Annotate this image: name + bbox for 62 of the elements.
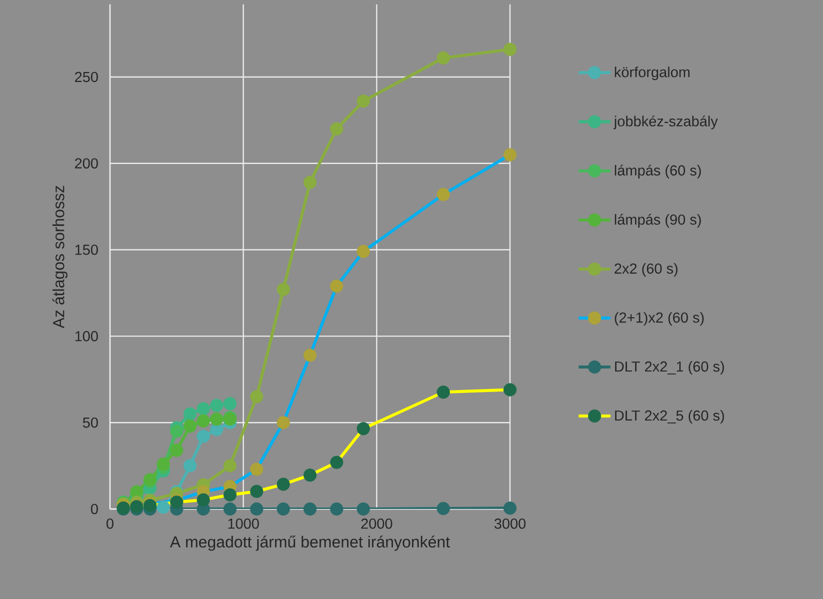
legend-label: körforgalom (614, 66, 690, 80)
y-tick-label: 250 (75, 72, 98, 82)
x-tick-label: 3000 (494, 518, 526, 529)
point (503, 502, 517, 515)
point (170, 444, 184, 457)
y-tick-label: 100 (75, 331, 98, 342)
point (250, 390, 264, 404)
point (303, 502, 317, 516)
point (303, 348, 317, 362)
legend-label: DLT 2x2_1 (60 s) (615, 361, 724, 375)
legend-label: lámpás (60 s) (614, 164, 701, 178)
legend-label: jobbkéz-szabály (614, 116, 718, 130)
x-tick-label: 1000 (228, 518, 259, 529)
point (156, 458, 170, 471)
point (503, 42, 517, 56)
point (196, 493, 210, 506)
point (250, 484, 264, 498)
point (436, 51, 450, 65)
point (276, 282, 290, 296)
point (183, 407, 197, 421)
point (250, 502, 264, 516)
point (156, 500, 170, 514)
point (330, 122, 344, 136)
point (436, 188, 450, 202)
point (356, 94, 370, 108)
point (223, 459, 237, 472)
x-tick-label: 0 (106, 518, 114, 529)
point (223, 397, 237, 410)
point (303, 468, 317, 482)
y-tick-label: 0 (90, 504, 98, 514)
legend-label: lámpás (90 s) (614, 214, 701, 228)
point (330, 502, 344, 516)
point (436, 386, 450, 399)
x-axis-title: A megadott jármű bemenet irányonként (170, 536, 450, 551)
point (183, 459, 197, 472)
legend-label: (2+1)x2 (60 s) (614, 312, 704, 326)
point (223, 502, 237, 516)
legend-label: 2x2 (60 s) (614, 263, 678, 277)
point (210, 398, 224, 412)
point (330, 456, 344, 469)
legend-label: DLT 2x2_5 (60 s) (615, 410, 724, 424)
point (303, 176, 317, 189)
point (196, 430, 210, 443)
y-tick-label: 200 (75, 158, 98, 169)
point (503, 148, 517, 162)
point (356, 244, 370, 258)
point (503, 383, 517, 396)
y-tick-label: 150 (75, 244, 98, 255)
point (356, 422, 370, 436)
y-axis-title: Az átlagos sorhossz (52, 186, 68, 328)
point (356, 502, 370, 516)
point (250, 462, 264, 476)
point (330, 280, 344, 293)
point (276, 416, 290, 430)
point (170, 424, 184, 438)
point (436, 502, 450, 516)
point (223, 488, 237, 502)
y-tick-label: 50 (82, 417, 98, 428)
point (196, 402, 210, 416)
point (276, 478, 290, 491)
x-tick-label: 2000 (361, 518, 392, 529)
point (276, 502, 290, 516)
